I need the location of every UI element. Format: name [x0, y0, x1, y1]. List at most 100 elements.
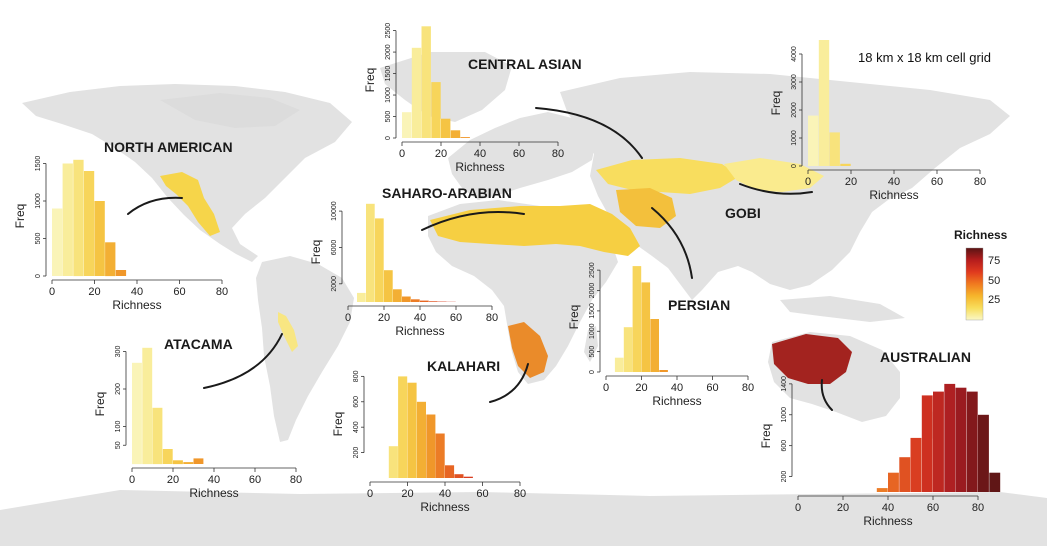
x-tick-label: 20	[435, 148, 447, 160]
histogram-kalahari: 0 20 40 60 80 200 400 600 800 Richness Freq KALAHAR…	[331, 358, 526, 514]
histogram-bar	[398, 376, 408, 478]
x-tick-label: 40	[882, 502, 894, 514]
x-tick-label: 80	[552, 148, 564, 160]
y-tick-label: 200	[115, 383, 122, 395]
legend-title: Richness	[954, 228, 1008, 242]
region-title-north-american: NORTH AMERICAN	[104, 139, 233, 155]
histogram-bar	[614, 357, 624, 372]
y-tick-label: 1000	[589, 323, 596, 339]
histogram-bar	[888, 472, 899, 492]
histogram-bar	[450, 130, 461, 138]
y-tick-label: 500	[385, 111, 392, 123]
histogram-bar	[808, 115, 819, 166]
region-title-saharo-arabian: SAHARO-ARABIAN	[382, 185, 512, 201]
x-tick-label: 40	[208, 474, 220, 486]
y-tick-label: 0	[35, 274, 42, 278]
histogram-bar	[411, 299, 420, 302]
histogram-bar	[944, 383, 956, 492]
x-tick-label: 80	[972, 502, 984, 514]
x-tick-label: 40	[474, 148, 486, 160]
connector-persian	[651, 207, 693, 279]
x-axis-label: Richness	[652, 394, 701, 408]
y-tick-label: 3000	[791, 74, 798, 90]
persian-desert	[616, 188, 676, 228]
y-tick-label: 1400	[781, 376, 788, 392]
histogram-central-asian: 0 20 40 60 80 0 500 1000 1500 2000 2500 Richness Fre…	[363, 23, 582, 174]
region-title-central-asian: CENTRAL ASIAN	[468, 56, 582, 72]
histogram-bar	[357, 292, 366, 302]
central-asian-desert	[596, 158, 740, 194]
x-axis-label: Richness	[863, 514, 912, 528]
region-title-gobi: GOBI	[725, 205, 761, 221]
y-axis-label: Freq	[331, 412, 345, 437]
x-tick-label: 60	[249, 474, 261, 486]
y-tick-label: 0	[589, 370, 596, 374]
histogram-bar	[659, 370, 668, 372]
y-tick-label: 1500	[385, 66, 392, 82]
x-tick-label: 80	[974, 176, 986, 188]
x-tick-label: 80	[486, 312, 498, 324]
y-tick-label: 2500	[589, 262, 596, 278]
y-tick-label: 2000	[385, 44, 392, 60]
region-title-persian: PERSIAN	[668, 297, 730, 313]
histogram-bar	[73, 159, 84, 277]
x-axis-label: Richness	[395, 324, 444, 338]
histogram-bar	[899, 457, 911, 492]
x-tick-label: 0	[795, 502, 801, 514]
histogram-bar	[460, 137, 470, 138]
histogram-bar	[375, 218, 384, 302]
histogram-bar	[105, 242, 116, 277]
histogram-bar	[876, 488, 888, 492]
histogram-bar	[623, 327, 633, 372]
histogram-bar	[407, 382, 417, 478]
histogram-bar	[393, 289, 402, 302]
x-axis-label: Richness	[869, 188, 918, 202]
connector-gobi	[739, 183, 813, 195]
y-tick-label: 600	[353, 396, 360, 408]
x-tick-label: 0	[399, 148, 405, 160]
y-tick-label: 2000	[791, 102, 798, 118]
x-tick-label: 40	[888, 176, 900, 188]
histogram-bar	[955, 387, 967, 492]
y-axis-label: Freq	[769, 91, 783, 116]
y-tick-label: 4000	[791, 46, 798, 62]
connector-australian	[820, 379, 833, 411]
histogram-bar	[429, 301, 438, 302]
region-title-australian: AUSTRALIAN	[880, 349, 971, 365]
histograms: 0 20 40 60 80 0 500 1000 1500 Richness Freq NORTH A…	[13, 23, 1001, 528]
histogram-bar	[83, 171, 95, 276]
x-axis-label: Richness	[455, 160, 504, 174]
x-tick-label: 60	[450, 312, 462, 324]
y-tick-label: 2000	[589, 283, 596, 299]
histogram-bar	[152, 407, 163, 465]
y-axis-label: Freq	[309, 240, 323, 265]
desert-regions	[160, 158, 852, 384]
y-tick-label: 1000	[35, 193, 42, 209]
y-tick-label: 1000	[385, 87, 392, 103]
y-tick-label: 10000	[331, 201, 338, 221]
histogram-bar	[910, 437, 922, 492]
x-tick-label: 40	[414, 312, 426, 324]
x-tick-label: 80	[742, 382, 754, 394]
y-axis-label: Freq	[363, 68, 377, 93]
y-tick-label: 2500	[385, 23, 392, 39]
histogram-bar	[402, 112, 412, 138]
histogram-gobi: 0 20 40 60 80 0 1000 2000 3000 4000 Richness Freq GO…	[725, 40, 986, 221]
histogram-bar	[183, 462, 194, 464]
histogram-bar	[426, 414, 436, 478]
y-tick-label: 1000	[781, 407, 788, 423]
histogram-bar	[840, 163, 851, 166]
y-tick-label: 0	[791, 164, 798, 168]
y-axis-label: Freq	[13, 204, 27, 229]
x-tick-label: 20	[837, 502, 849, 514]
connector-north-american	[127, 196, 183, 215]
x-tick-label: 20	[635, 382, 647, 394]
x-tick-label: 0	[129, 474, 135, 486]
x-axis-label: Richness	[189, 486, 238, 500]
histogram-bar	[142, 347, 153, 465]
x-tick-label: 20	[401, 488, 413, 500]
y-axis-label: Freq	[93, 392, 107, 417]
legend: Richness 75 50 25	[954, 228, 1008, 321]
x-tick-label: 0	[345, 312, 351, 324]
